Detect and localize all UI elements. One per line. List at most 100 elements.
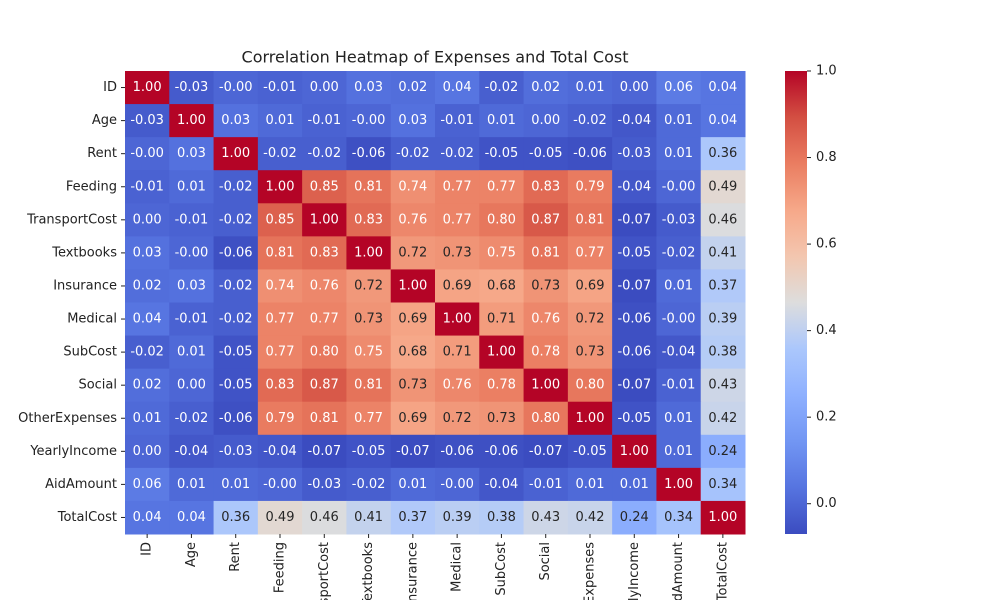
x-tick-label: OtherExpenses xyxy=(583,542,598,600)
heatmap-cell xyxy=(700,368,746,403)
cell-label: 0.01 xyxy=(133,411,162,426)
cell-label: -0.02 xyxy=(219,278,253,293)
heatmap-cell xyxy=(656,500,702,535)
heatmap-cell xyxy=(169,71,215,105)
cell-label: 0.83 xyxy=(310,245,339,260)
cell-label: 0.75 xyxy=(487,245,516,260)
cell-label: -0.01 xyxy=(175,312,209,327)
cell-label: -0.06 xyxy=(219,411,253,426)
heatmap-cell xyxy=(700,236,746,270)
cell-label: -0.04 xyxy=(617,179,651,194)
cell-label: -0.05 xyxy=(219,345,253,360)
cell-label: 0.81 xyxy=(310,411,339,426)
heatmap-cell xyxy=(567,302,613,337)
cell-label: 0.71 xyxy=(443,345,472,360)
cell-label: -0.00 xyxy=(662,179,696,194)
heatmap-cell xyxy=(435,467,480,502)
heatmap-cell xyxy=(435,170,480,204)
heatmap-cell xyxy=(302,500,347,535)
cell-label: 0.43 xyxy=(708,378,737,393)
cell-label: 0.81 xyxy=(266,245,295,260)
cell-label: 0.06 xyxy=(133,477,162,492)
heatmap-cell xyxy=(346,71,392,105)
heatmap-cell xyxy=(700,104,746,138)
cell-label: 0.79 xyxy=(576,179,605,194)
cell-label: 0.72 xyxy=(443,411,472,426)
cell-label: 0.00 xyxy=(177,378,206,393)
heatmap-cell xyxy=(213,401,259,436)
x-tick-label: Medical xyxy=(450,542,465,592)
cell-label: 0.81 xyxy=(576,212,605,227)
cell-label: 0.83 xyxy=(531,179,560,194)
heatmap-cell xyxy=(169,170,215,204)
heatmap-cell xyxy=(125,269,170,303)
cell-label: 0.41 xyxy=(708,245,737,260)
heatmap-cell xyxy=(302,368,347,403)
heatmap-cell xyxy=(612,203,657,237)
cell-label: 0.02 xyxy=(531,80,560,95)
y-tick-label: Social xyxy=(78,378,117,393)
heatmap-cell xyxy=(479,401,525,436)
heatmap-cell xyxy=(523,368,569,403)
cell-label: 0.04 xyxy=(708,80,737,95)
cell-label: 0.76 xyxy=(310,278,339,293)
heatmap-cell xyxy=(567,170,613,204)
cell-label: -0.04 xyxy=(485,477,519,492)
cell-label: -0.07 xyxy=(617,212,651,227)
heatmap-cell xyxy=(700,71,746,105)
cell-label: 0.80 xyxy=(310,345,339,360)
cell-label: -0.01 xyxy=(529,477,563,492)
cell-label: -0.05 xyxy=(617,411,651,426)
colorbar-tick-label: 0.2 xyxy=(816,410,837,425)
heatmap-cell xyxy=(257,335,303,370)
cell-label: 0.03 xyxy=(221,113,250,128)
cell-label: 0.04 xyxy=(133,312,162,327)
heatmap-cell xyxy=(435,368,480,403)
heatmap-cell xyxy=(213,302,259,337)
heatmap-cell xyxy=(125,203,170,237)
cell-label: -0.01 xyxy=(307,113,341,128)
cell-label: 1.00 xyxy=(310,212,339,227)
heatmap-cell xyxy=(257,137,303,171)
heatmap-cell xyxy=(612,269,657,303)
y-tick-label: Medical xyxy=(67,312,117,327)
heatmap-cell xyxy=(346,302,392,337)
cell-label: -0.05 xyxy=(485,146,519,161)
heatmap-cell xyxy=(479,434,525,469)
heatmap-cell xyxy=(346,137,392,171)
heatmap-cell xyxy=(257,467,303,502)
heatmap-cell xyxy=(125,302,170,337)
cell-label: -0.02 xyxy=(573,113,607,128)
heatmap-cell xyxy=(567,401,613,436)
heatmap-cell xyxy=(390,236,436,270)
cell-label: 0.87 xyxy=(310,378,339,393)
cell-label: -0.02 xyxy=(440,146,474,161)
y-tick-label: YearlyIncome xyxy=(29,444,117,459)
cell-label: 0.03 xyxy=(133,245,162,260)
heatmap-cell xyxy=(346,500,392,535)
heatmap-cell xyxy=(257,104,303,138)
x-tick-label: TransportCost xyxy=(317,542,332,600)
heatmap-cell xyxy=(567,203,613,237)
heatmap-cell xyxy=(435,71,480,105)
cell-label: 0.04 xyxy=(708,113,737,128)
heatmap-cell xyxy=(169,137,215,171)
cell-label: -0.02 xyxy=(352,477,386,492)
cell-label: 0.77 xyxy=(576,245,605,260)
heatmap-cell xyxy=(435,302,480,337)
cell-label: 0.72 xyxy=(354,278,383,293)
cell-label: 0.69 xyxy=(398,411,427,426)
heatmap-cell xyxy=(656,236,702,270)
heatmap-cell xyxy=(612,137,657,171)
heatmap-cell xyxy=(346,104,392,138)
x-tick-label: SubCost xyxy=(494,542,509,596)
heatmap-cell xyxy=(523,236,569,270)
cell-label: -0.02 xyxy=(485,80,519,95)
cell-label: 1.00 xyxy=(576,411,605,426)
heatmap-cell xyxy=(257,236,303,270)
cell-label: -0.02 xyxy=(263,146,297,161)
heatmap-cell xyxy=(390,269,436,303)
cell-label: 0.73 xyxy=(531,278,560,293)
heatmap-cell xyxy=(257,302,303,337)
heatmap-cell xyxy=(479,302,525,337)
